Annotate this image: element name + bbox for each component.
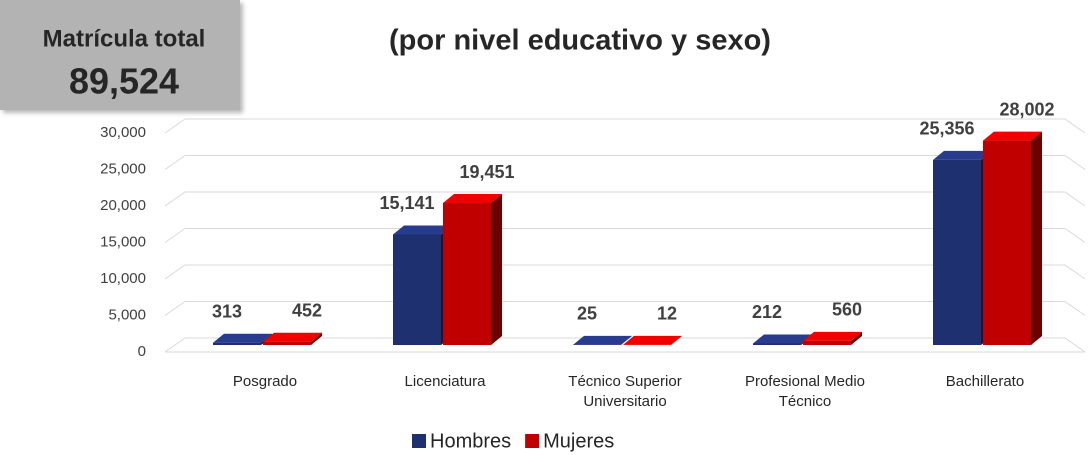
y-tick-label: 5,000 xyxy=(108,306,146,323)
total-box xyxy=(0,0,240,110)
bar xyxy=(803,331,862,345)
bar-front xyxy=(263,341,311,345)
value-label: 25,356 xyxy=(919,119,974,139)
bar-top xyxy=(573,335,632,345)
y-tick-label: 15,000 xyxy=(100,233,146,250)
bar-front xyxy=(753,343,801,345)
grid-line xyxy=(164,228,1086,243)
value-label: 560 xyxy=(832,300,862,320)
total-title: Matrícula total xyxy=(43,25,206,52)
y-tick-label: 30,000 xyxy=(100,124,146,141)
bar xyxy=(443,194,502,345)
grid-line xyxy=(164,191,1086,207)
bar-front xyxy=(983,140,1031,345)
y-tick-label: 0 xyxy=(138,343,146,360)
x-tick-label: Profesional Medio Técnico xyxy=(744,373,866,410)
bar-top xyxy=(393,225,452,235)
value-label: 12 xyxy=(657,304,677,324)
value-label: 25 xyxy=(577,304,597,324)
bar-top xyxy=(983,131,1042,141)
bar-side xyxy=(851,331,862,345)
bar xyxy=(573,335,632,345)
legend-label: Mujeres xyxy=(543,430,614,452)
bar xyxy=(983,131,1042,345)
x-tick-label: Bachillerato xyxy=(945,373,1025,390)
value-label: 313 xyxy=(212,301,242,321)
value-label: 19,451 xyxy=(459,162,514,182)
bar-side xyxy=(621,335,632,345)
grid-line xyxy=(164,301,1086,316)
y-tick-label: 25,000 xyxy=(100,160,146,177)
bar xyxy=(263,332,322,345)
bar-top xyxy=(443,194,502,204)
value-label: 452 xyxy=(292,300,322,320)
x-tick-label: Posgrado xyxy=(232,373,298,390)
value-label: 212 xyxy=(752,302,782,322)
y-tick-label: 10,000 xyxy=(100,270,146,287)
total-value: 89,524 xyxy=(69,61,179,102)
bar-front xyxy=(393,234,441,345)
bar-top xyxy=(623,335,682,345)
bar-top xyxy=(263,332,322,342)
bar-front xyxy=(933,159,981,345)
bar-top xyxy=(933,150,992,160)
value-label: 15,141 xyxy=(379,193,434,213)
bar-side xyxy=(671,335,682,345)
y-tick-label: 20,000 xyxy=(100,197,146,214)
legend-label: Hombres xyxy=(430,430,511,452)
x-tick-label: Técnico Superior Universitario xyxy=(568,373,682,410)
bar-front xyxy=(803,340,851,345)
chart-title: (por nivel educativo y sexo) xyxy=(389,25,771,57)
bar-front xyxy=(443,203,491,345)
grid-line xyxy=(164,118,1086,134)
value-label: 28,002 xyxy=(999,99,1054,119)
legend-marker xyxy=(412,434,426,448)
bar-side xyxy=(311,332,322,345)
grid-line xyxy=(164,155,1086,170)
bar-top xyxy=(213,333,272,343)
bar xyxy=(623,335,682,345)
legend-marker xyxy=(525,434,540,448)
bar-side xyxy=(491,194,502,345)
bar-front xyxy=(213,342,261,345)
bar-top xyxy=(803,331,862,341)
grid-line xyxy=(164,264,1086,280)
x-tick-label: Licenciatura xyxy=(404,373,486,390)
bar-side xyxy=(1031,131,1042,345)
bar-top xyxy=(753,334,812,344)
